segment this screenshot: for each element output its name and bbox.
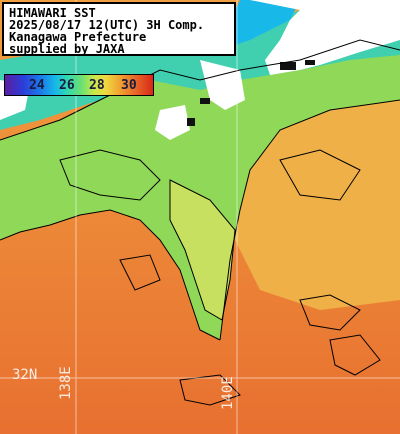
no-data-patch	[280, 62, 296, 70]
yellow-band	[230, 90, 400, 310]
contour-lines	[0, 39, 400, 406]
colorbar-label-30: 30	[121, 78, 137, 93]
longitude-label-left: 138E	[58, 366, 74, 400]
temperature-colorbar: 24 26 28 30	[4, 74, 154, 96]
map-timestamp: 2025/08/17 12(UTC) 3H Comp.	[9, 18, 205, 32]
yellow-green-region	[170, 180, 235, 320]
land-peninsula	[200, 60, 245, 110]
colorbar-label-26: 26	[59, 78, 75, 93]
map-title: HIMAWARI SST	[9, 6, 96, 20]
longitude-label-right: 140E	[220, 376, 236, 410]
land-peninsula-2	[155, 105, 190, 140]
colorbar-label-28: 28	[89, 78, 105, 93]
no-data-patch	[187, 118, 195, 126]
map-info-box: HIMAWARI SST 2025/08/17 12(UTC) 3H Comp.…	[2, 2, 236, 56]
colorbar-label-24: 24	[29, 78, 45, 93]
land-mass	[250, 0, 400, 75]
no-data-patch	[305, 60, 315, 65]
cyan-coast	[220, 0, 300, 50]
latitude-label: 32N	[12, 367, 38, 383]
green-region	[0, 40, 400, 340]
no-data-patch	[200, 98, 210, 104]
map-region: Kanagawa Prefecture	[9, 30, 147, 44]
map-credit: supplied by JAXA	[9, 42, 125, 56]
